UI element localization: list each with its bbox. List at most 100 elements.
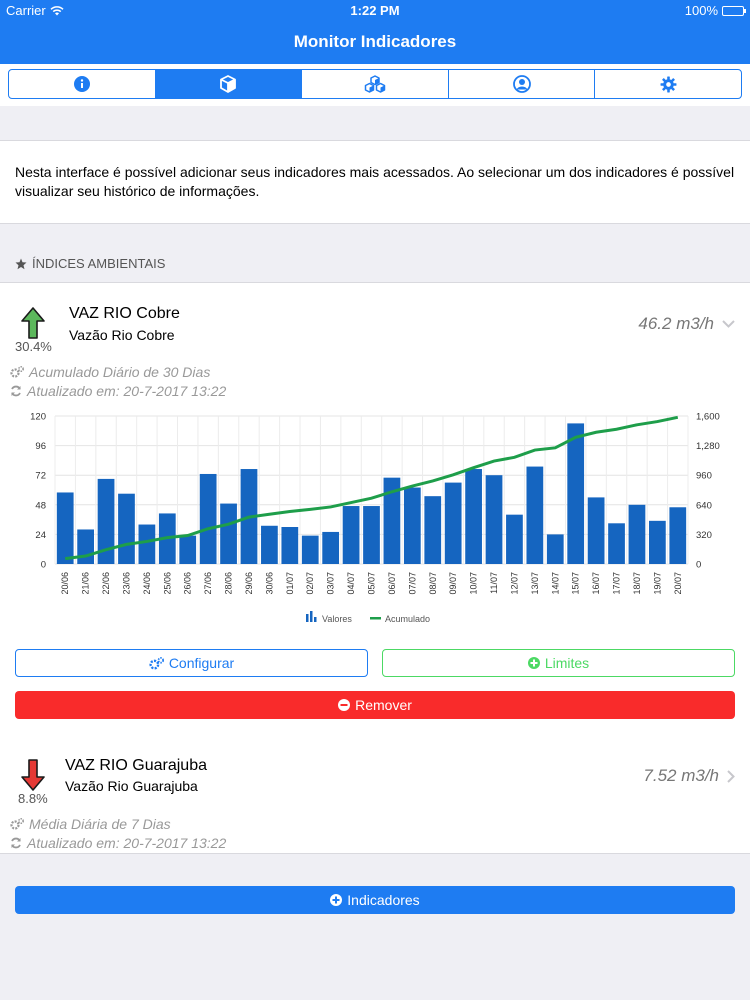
tab-cubes[interactable]: [302, 70, 449, 98]
bar: [77, 529, 95, 564]
battery-percent: 100%: [684, 3, 718, 18]
bar: [628, 504, 646, 564]
limits-button[interactable]: Limites: [382, 649, 735, 677]
bar: [587, 497, 605, 564]
indicator-percent: 30.4%: [15, 339, 52, 354]
remove-button[interactable]: Remover: [15, 691, 735, 719]
updated-row: Atualizado em: 20-7-2017 13:22: [10, 835, 226, 851]
indicator-card[interactable]: [0, 737, 750, 854]
aggregation-row: Acumulado Diário de 30 Dias: [10, 364, 210, 380]
minus-circle-icon: [338, 699, 351, 711]
indicator-value-row[interactable]: 46.2 m3/h: [638, 314, 735, 334]
bar: [199, 473, 217, 564]
chevron-down-icon[interactable]: [722, 320, 735, 328]
description-text: Nesta interface é possível adicionar seu…: [0, 140, 750, 224]
indicator-subtitle: Vazão Rio Guarajuba: [65, 778, 198, 794]
aggregation-text: Acumulado Diário de 30 Dias: [29, 364, 211, 380]
x-tick-label: 02/07: [305, 572, 315, 595]
clock: 1:22 PM: [350, 3, 400, 18]
x-tick-label: 10/07: [469, 572, 479, 595]
x-tick-label: 24/06: [142, 572, 152, 595]
gears-icon: [10, 818, 24, 830]
x-tick-label: 29/06: [244, 572, 254, 595]
bar: [322, 531, 340, 564]
x-tick-label: 11/07: [489, 572, 499, 594]
y-left-tick-label: 24: [35, 530, 46, 541]
indicator-value: 46.2 m3/h: [638, 314, 714, 333]
bar: [669, 507, 687, 564]
bar: [179, 535, 197, 564]
bar: [485, 475, 503, 564]
x-tick-label: 26/06: [183, 572, 193, 595]
legend-label-valores: Valores: [322, 614, 352, 624]
tab-bar: [0, 64, 750, 106]
section-title: ÍNDICES AMBIENTAIS: [32, 256, 166, 271]
bar: [546, 534, 564, 564]
legend-item-valores: Valores: [306, 611, 352, 624]
chevron-right-icon[interactable]: [727, 769, 735, 783]
bar: [138, 524, 156, 564]
y-left-tick-label: 0: [41, 560, 46, 571]
indicator-title[interactable]: VAZ RIO Cobre: [69, 305, 180, 322]
x-tick-label: 14/07: [550, 572, 560, 595]
bar: [403, 487, 421, 564]
x-tick-label: 07/07: [407, 572, 417, 595]
bar: [220, 503, 237, 564]
add-indicators-label: Indicadores: [347, 892, 420, 908]
tab-user[interactable]: [449, 70, 596, 98]
cubes-icon: [364, 75, 386, 93]
x-tick-label: 18/07: [632, 572, 642, 595]
x-tick-label: 23/06: [121, 572, 131, 595]
battery: 100%: [684, 3, 746, 18]
x-tick-label: 21/06: [81, 572, 91, 595]
gears-icon: [149, 656, 164, 669]
bar: [648, 520, 666, 564]
bar: [97, 478, 115, 564]
bar: [118, 493, 135, 564]
cube-icon: [220, 75, 237, 93]
bar: [567, 423, 585, 564]
indicator-value: 7.52 m3/h: [643, 766, 719, 785]
aggregation-text: Média Diária de 7 Dias: [29, 816, 171, 832]
x-tick-label: 12/07: [509, 572, 519, 595]
x-tick-label: 25/06: [162, 572, 172, 595]
bar: [281, 527, 299, 564]
bar: [261, 525, 278, 564]
x-tick-label: 08/07: [428, 572, 438, 595]
gears-icon: [10, 366, 24, 378]
tab-cube[interactable]: [155, 70, 303, 98]
user-icon: [512, 75, 531, 93]
info-icon: [73, 76, 90, 92]
indicator-title[interactable]: VAZ RIO Guarajuba: [65, 757, 207, 774]
bar: [301, 535, 319, 564]
bar: [506, 514, 523, 564]
x-tick-label: 16/07: [591, 572, 601, 595]
trend-up-icon: [21, 307, 45, 344]
indicator-subtitle: Vazão Rio Cobre: [69, 327, 175, 343]
nav-title: Monitor Indicadores: [0, 20, 750, 64]
star-icon: [15, 258, 27, 269]
x-tick-label: 13/07: [530, 572, 540, 595]
x-tick-label: 20/06: [60, 572, 70, 595]
x-tick-label: 06/07: [387, 572, 397, 595]
bar: [56, 492, 74, 564]
limits-label: Limites: [544, 655, 590, 671]
x-tick-label: 28/06: [224, 572, 234, 595]
x-tick-label: 27/06: [203, 572, 213, 595]
plus-circle-icon: [330, 894, 343, 906]
bar: [383, 477, 401, 564]
x-tick-label: 09/07: [448, 572, 458, 595]
tab-info[interactable]: [9, 70, 156, 98]
carrier: Carrier: [6, 3, 64, 18]
section-header: ÍNDICES AMBIENTAIS: [15, 256, 165, 271]
gear-icon: [660, 76, 677, 92]
updated-text: Atualizado em: 20-7-2017 13:22: [27, 383, 227, 399]
x-tick-label: 05/07: [367, 572, 377, 595]
x-tick-label: 15/07: [571, 572, 581, 595]
tab-settings[interactable]: [595, 70, 741, 98]
trend-down-icon: [21, 759, 45, 796]
add-indicators-button[interactable]: Indicadores: [15, 886, 735, 914]
indicator-value-row[interactable]: 7.52 m3/h: [643, 766, 735, 786]
indicator-percent: 8.8%: [18, 791, 48, 806]
configure-button[interactable]: Configurar: [15, 649, 368, 677]
